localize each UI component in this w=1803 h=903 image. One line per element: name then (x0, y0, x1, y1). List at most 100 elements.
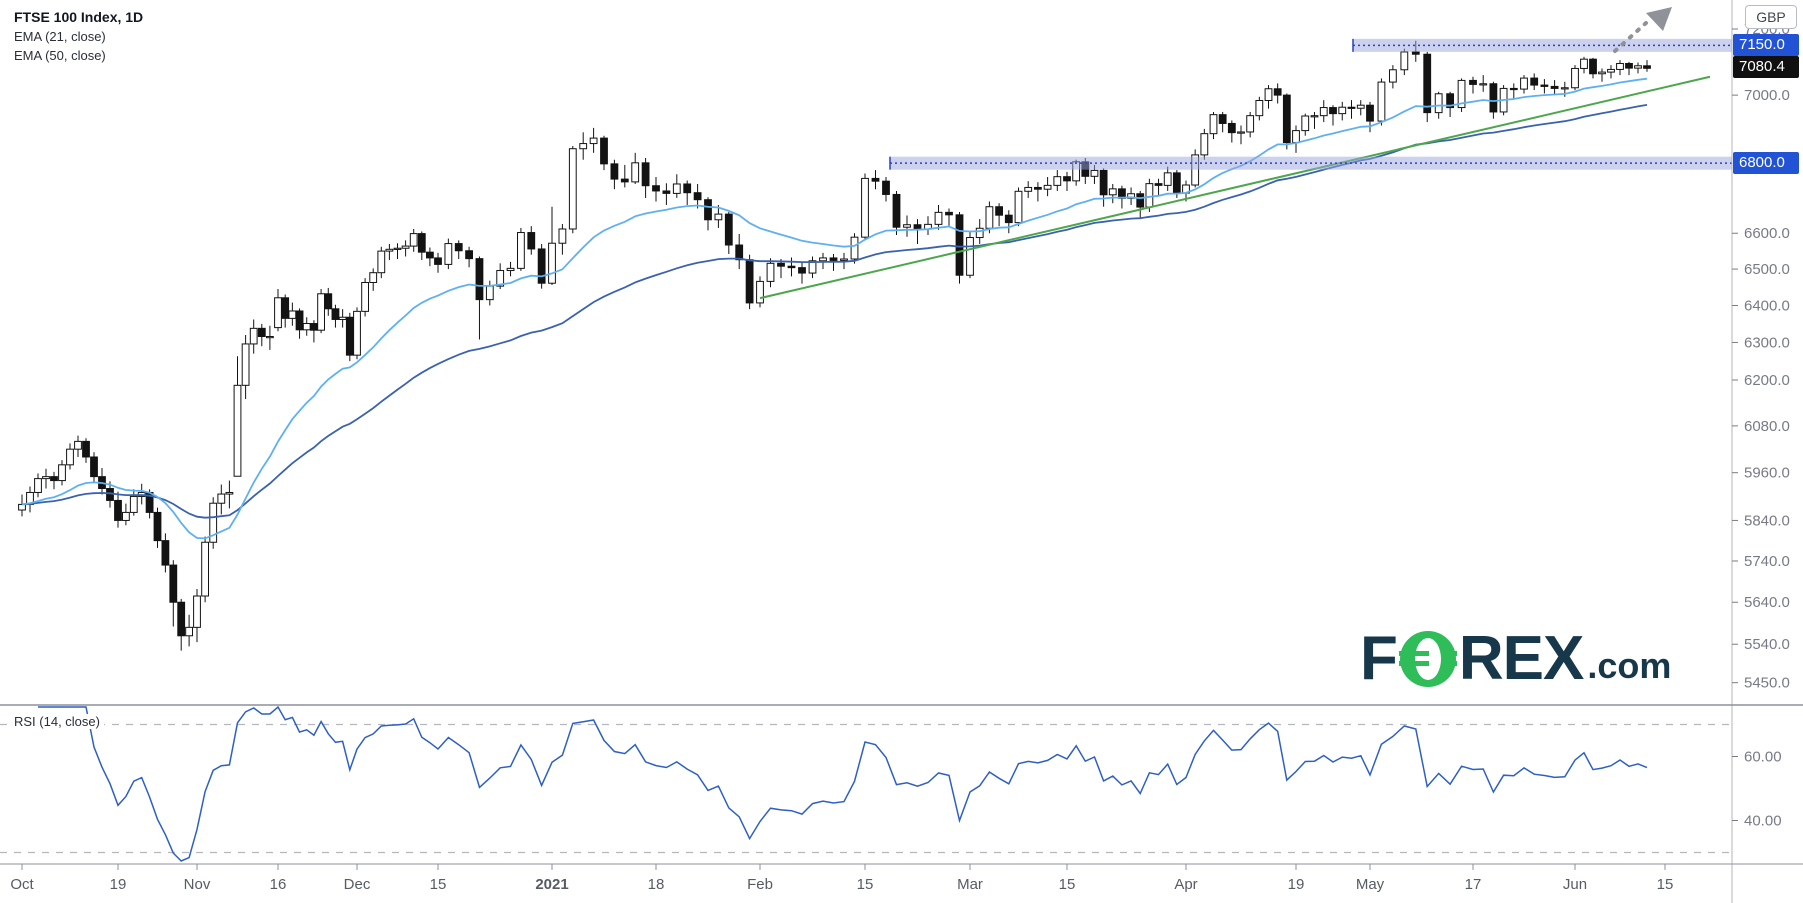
candle (924, 216, 932, 236)
symbol-title[interactable]: FTSE 100 Index, 1D (14, 9, 144, 25)
horizontal-level-7150.0[interactable] (1352, 38, 1732, 52)
candle (589, 127, 598, 153)
candle (417, 231, 426, 261)
candle (537, 243, 546, 289)
candle (892, 190, 901, 236)
candle (1053, 170, 1062, 191)
candle (1356, 100, 1365, 116)
candle (426, 247, 434, 267)
rsi-legend-row[interactable]: RSI (14, close) (10, 714, 104, 729)
candle (1292, 125, 1300, 153)
ema50-legend-row[interactable]: EMA (50, close) (14, 48, 106, 63)
time-tick-label: Oct (10, 876, 34, 893)
candle (1616, 60, 1624, 76)
candle (177, 598, 186, 651)
horizontal-level-6800.0[interactable] (889, 156, 1732, 170)
candle (756, 276, 764, 308)
candle (850, 233, 859, 264)
candle (735, 233, 744, 270)
candle (903, 215, 911, 237)
logo-letters-rex: REX (1458, 624, 1584, 693)
candle (1329, 105, 1337, 126)
time-tick-label: Nov (184, 876, 211, 893)
ema21-legend-row[interactable]: EMA (21, close) (14, 29, 106, 44)
price-tick-label: 5450.0 (1744, 675, 1790, 692)
price-scale[interactable]: 7200.07000.06600.06500.06400.06300.06200… (1732, 21, 1790, 830)
candle (798, 262, 806, 284)
candle (548, 206, 556, 286)
candle (185, 614, 193, 647)
candle (662, 183, 671, 205)
candle (995, 203, 1004, 227)
candle (169, 560, 178, 627)
time-tick-label: 15 (857, 876, 874, 893)
candle (50, 471, 58, 490)
time-tick-label: 18 (648, 876, 665, 893)
candle (353, 307, 361, 360)
candle (1043, 177, 1052, 197)
candle (1509, 83, 1518, 99)
candle (1034, 182, 1042, 202)
candle (58, 460, 66, 486)
candle (568, 145, 577, 234)
candle (295, 308, 304, 339)
candle (233, 356, 242, 477)
candle (506, 261, 515, 277)
candle (1127, 187, 1135, 205)
trendline[interactable] (759, 75, 1711, 300)
chart-legend: FTSE 100 Index, 1D EMA (21, close) EMA (… (14, 7, 143, 65)
candle (338, 309, 347, 328)
candle (288, 302, 297, 326)
time-tick-label: May (1356, 876, 1385, 893)
candle (1237, 125, 1245, 145)
candle (98, 467, 106, 495)
candle (161, 533, 170, 573)
candle (1063, 171, 1071, 191)
candle (620, 164, 629, 188)
candle (1589, 57, 1597, 79)
candle (153, 507, 162, 548)
rsi-line[interactable] (38, 705, 1648, 862)
candle (808, 256, 817, 279)
time-tick-label: 2021 (535, 876, 568, 893)
candle (485, 280, 494, 306)
candle (1377, 78, 1386, 126)
candle (966, 231, 974, 279)
candle (641, 157, 650, 198)
candle (385, 243, 394, 261)
candle (1154, 178, 1163, 197)
candle (1255, 96, 1264, 121)
candle (1634, 62, 1642, 74)
candle (934, 204, 943, 230)
candle (1347, 100, 1356, 119)
time-tick-label: 19 (110, 876, 127, 893)
logo-tld: .com (1587, 645, 1672, 686)
ema21-line[interactable] (21, 77, 1648, 540)
candle (1469, 76, 1477, 94)
candle (465, 246, 473, 268)
logo-letter-f: F (1360, 624, 1398, 693)
time-scale[interactable]: Oct 19 Nov 16 Dec 15 2021 18 Feb 15 Mar 15 Apr 19 May 1… (10, 864, 1673, 893)
rsi-tick-label: 40.00 (1744, 813, 1782, 830)
candle (913, 219, 922, 244)
price-tick-label: 6400.0 (1744, 297, 1790, 314)
price-tick-label: 5840.0 (1744, 512, 1790, 529)
candle (1108, 183, 1117, 204)
currency-toggle-button[interactable]: GBP (1745, 5, 1797, 29)
price-tick-label: 6600.0 (1744, 225, 1790, 242)
candle (1218, 111, 1227, 133)
arrow-drawing[interactable] (1613, 7, 1672, 53)
candle (1607, 65, 1615, 79)
candle (1520, 75, 1528, 94)
candle (129, 489, 138, 516)
candle (882, 177, 890, 202)
candle (955, 212, 964, 284)
candle (274, 289, 282, 332)
price-tick-label: 6500.0 (1744, 261, 1790, 278)
price-tick-label: 5960.0 (1744, 465, 1790, 482)
candle (42, 468, 50, 489)
candle (82, 438, 90, 463)
price-tick-label: 5640.0 (1744, 594, 1790, 611)
candle (1264, 85, 1273, 109)
